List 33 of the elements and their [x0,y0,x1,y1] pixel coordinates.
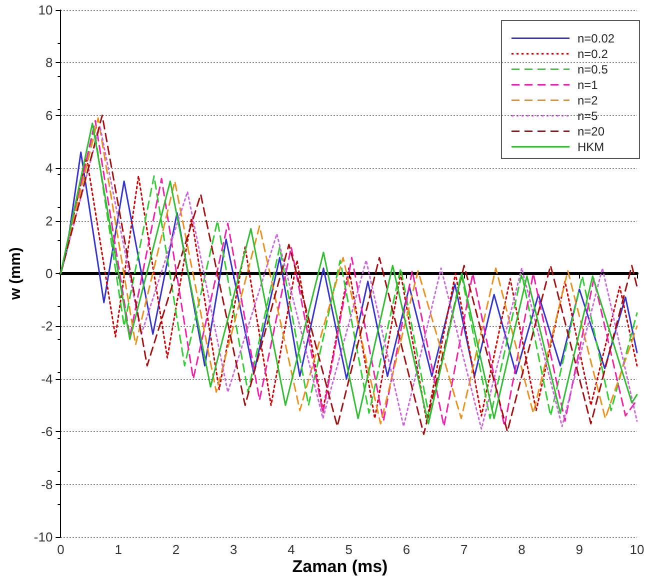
y-tick-label: 2 [45,213,53,228]
legend-label: n=20 [578,124,605,138]
legend-label: n=5 [578,108,598,123]
y-tick-label: -6 [41,424,53,440]
x-tick-label: 5 [345,542,352,557]
x-tick-label: 1 [114,542,122,557]
x-tick-label: 4 [288,542,295,557]
x-tick-label: 8 [518,542,526,557]
y-axis-title: w (mm) [7,247,24,301]
legend-label: n=1 [578,78,598,92]
y-tick-label: -10 [34,530,53,544]
y-tick-label: 0 [45,266,53,281]
x-axis-title: Zaman (ms) [292,557,388,576]
x-tick-label: 6 [402,542,410,557]
x-tick-label: 2 [172,542,180,557]
y-tick-label: 6 [45,108,53,123]
y-tick-label: 4 [45,160,53,176]
legend-label: n=0.5 [578,62,608,76]
y-tick-label: -4 [41,371,53,386]
x-tick-label: 3 [230,542,238,557]
y-tick-label: 8 [45,55,53,70]
x-tick-label: 10 [630,542,644,557]
x-tick-label: 0 [57,542,64,557]
legend-label: n=0.02 [578,31,615,46]
line-series [60,152,638,380]
x-tick-label: 7 [460,542,468,557]
legend-label: n=2 [578,93,598,108]
y-tick-label: 10 [38,2,53,18]
legend-label: HKM [578,140,604,154]
y-tick-label: -8 [41,476,53,492]
y-tick-label: -2 [41,318,53,334]
legend-label: n=0.2 [578,46,608,61]
x-tick-label: 9 [576,542,583,557]
